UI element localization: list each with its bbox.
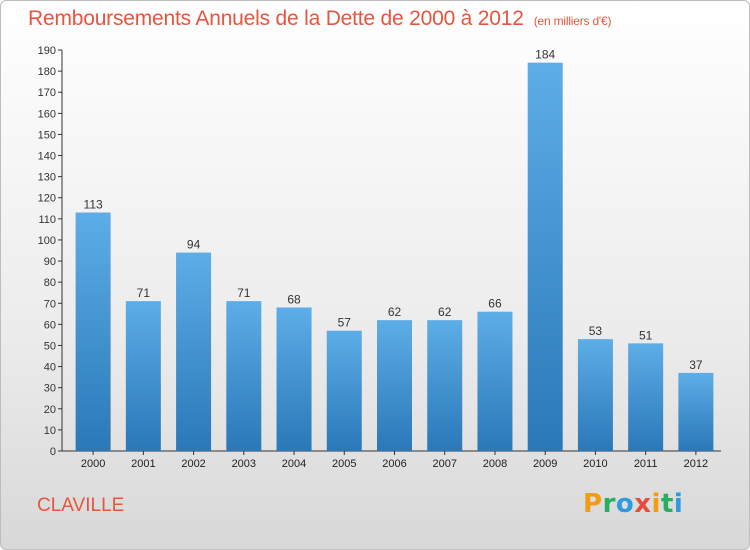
data-label-2006: 62 (388, 305, 402, 319)
x-tick-label-2006: 2006 (382, 458, 406, 470)
logo-letter: i (673, 489, 684, 519)
bar-2009 (527, 62, 563, 452)
y-tick-label: 130 (38, 172, 56, 184)
y-tick-label: 60 (44, 319, 56, 331)
y-tick-label: 20 (44, 404, 56, 416)
x-tick-label-2008: 2008 (483, 458, 507, 470)
data-label-2012: 37 (689, 358, 703, 372)
y-tick-label: 110 (38, 214, 56, 226)
y-tick-label: 30 (44, 383, 56, 395)
data-label-2001: 71 (137, 286, 151, 300)
x-tick-label-2005: 2005 (332, 458, 356, 470)
y-tick-label: 70 (44, 298, 56, 310)
logo-letter: r (602, 489, 616, 519)
y-tick-label: 140 (38, 151, 56, 163)
data-label-2010: 53 (589, 324, 603, 338)
bar-2006 (377, 320, 412, 451)
data-label-2000: 113 (84, 198, 103, 212)
y-tick-label: 180 (38, 66, 56, 78)
x-tick-label-2007: 2007 (432, 458, 456, 470)
data-label-2007: 62 (438, 305, 452, 319)
chart-unit: (en milliers d'€) (533, 14, 612, 28)
bar-2008 (477, 311, 513, 451)
data-label-2009: 184 (535, 48, 555, 62)
bar-2010 (577, 339, 613, 451)
y-tick-label: 80 (44, 277, 56, 289)
x-tick-label-2002: 2002 (181, 458, 205, 470)
logo-letter: x (634, 489, 652, 519)
bar-2002 (176, 252, 212, 451)
proxiti-logo[interactable]: Proxiti (583, 489, 683, 519)
bars: 113 71 94 71 68 57 62 62 66 184 53 51 37 (75, 48, 714, 452)
logo-letter: i (651, 489, 661, 519)
data-label-2008: 66 (488, 297, 502, 311)
y-tick-label: 90 (44, 256, 56, 268)
bar-2003 (226, 301, 262, 451)
logo-letter: P (583, 489, 603, 519)
y-tick-label: 160 (38, 108, 56, 120)
bar-2004 (276, 307, 312, 451)
bar-2005 (326, 330, 362, 451)
x-tick-label-2009: 2009 (533, 458, 557, 470)
x-tick-label-2004: 2004 (282, 458, 306, 470)
x-tick-label-2001: 2001 (131, 458, 155, 470)
bar-2007 (427, 320, 463, 451)
y-tick-label: 0 (50, 446, 56, 458)
data-label-2003: 71 (237, 286, 251, 300)
x-tick-label-2011: 2011 (634, 458, 658, 470)
y-tick-label: 40 (44, 362, 56, 374)
x-tick-label-2000: 2000 (81, 458, 105, 470)
y-tick-label: 190 (38, 45, 56, 57)
bar-2011 (628, 343, 664, 451)
y-tick-label: 100 (38, 235, 56, 247)
y-tick-label: 10 (44, 425, 56, 437)
logo-letter: t (660, 489, 674, 519)
bar-2001 (125, 301, 161, 451)
city-name: CLAVILLE (37, 495, 125, 516)
x-tick-label-2003: 2003 (232, 458, 256, 470)
bar-2012 (678, 372, 714, 451)
y-tick-label: 170 (38, 87, 56, 99)
data-label-2004: 68 (287, 292, 301, 306)
logo-letter: o (615, 489, 635, 519)
chart-title: Remboursements Annuels de la Dette de 20… (28, 7, 611, 31)
data-label-2002: 94 (187, 238, 201, 252)
data-label-2011: 51 (639, 328, 653, 342)
y-tick-label: 50 (44, 340, 56, 352)
x-tick-label-2012: 2012 (684, 458, 708, 470)
chart-title-text: Remboursements Annuels de la Dette de 20… (28, 7, 524, 30)
bar-2000 (75, 212, 111, 451)
y-tick-label: 120 (38, 193, 56, 205)
data-label-2005: 57 (338, 316, 352, 330)
x-tick-label-2010: 2010 (583, 458, 607, 470)
y-tick-label: 150 (38, 129, 56, 141)
